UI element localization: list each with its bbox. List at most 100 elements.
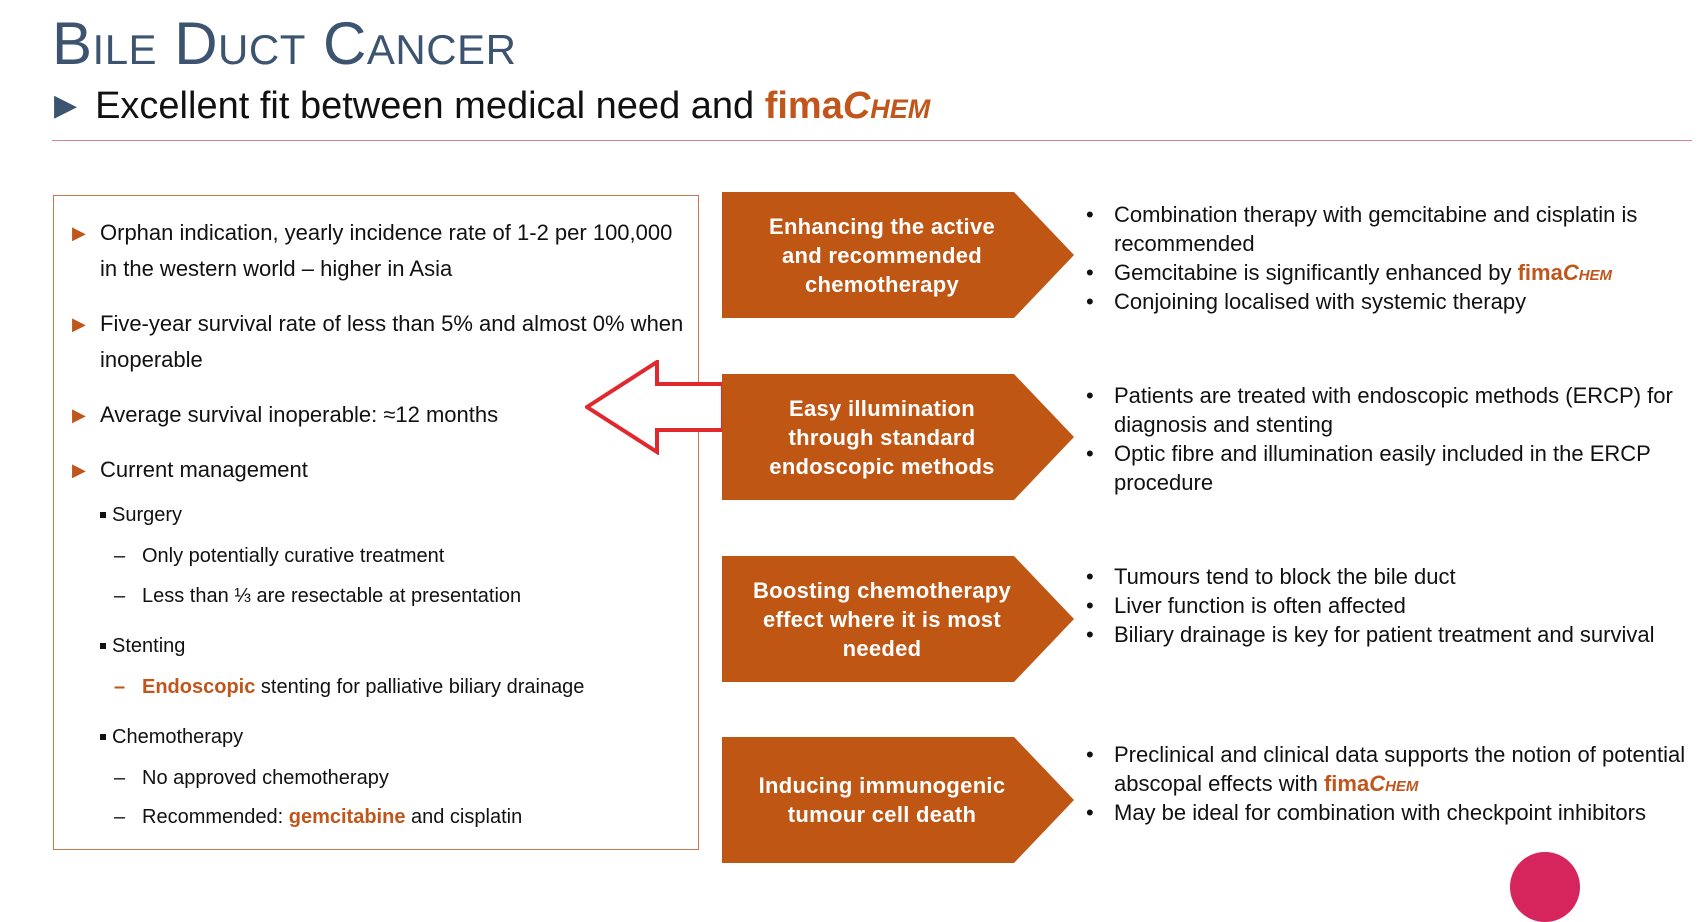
stenting-point: – Endoscopic stenting for palliative bili… [114,676,584,699]
bullet-item: • Tumours tend to block the bile duct [1084,562,1694,591]
dot-bullet-icon: • [1086,383,1094,408]
corner-logo-circle [1510,852,1580,922]
need-item: ▶ Five-year survival rate of less than 5… [72,306,692,378]
bullet-item: • Gemcitabine is significantly enhanced b… [1084,258,1694,287]
brand-chem: Chem [1369,771,1419,796]
surgery-point: – Only potentially curative treatment [114,545,444,568]
bullet-text: May be ideal for combination with checkp… [1114,800,1646,825]
chemotherapy-highlight: gemcitabine [288,806,406,828]
benefit-bullets: • Combination therapy with gemcitabine an… [1084,200,1694,316]
medical-need-panel [53,195,699,850]
square-bullet-icon [100,512,106,518]
dash-bullet-icon: – [114,545,126,567]
chevron-shape-icon [722,374,1074,500]
brand-chem: Chem [1562,260,1613,285]
bullet-text: Conjoining localised with systemic thera… [1114,289,1527,314]
triangle-bullet-icon: ▶ [72,314,86,334]
brand-chem: Chem [842,85,931,127]
need-item-text: Orphan indication, yearly incidence rate… [100,220,673,281]
brand-fima: fima [764,85,843,127]
bullet-text: Optic fibre and illumination easily incl… [1114,441,1651,495]
bullet-text: Preclinical and clinical data supports t… [1114,742,1686,796]
triangle-bullet-icon: ▶ [54,89,78,122]
management-chemotherapy: Chemotherapy [100,726,243,749]
dash-bullet-icon: – [114,585,126,607]
benefit-chevron: Boosting chemotherapy effect where it is… [722,556,1074,682]
page-subtitle: ▶ Excellent fit between medical need and … [54,85,931,128]
need-item: ▶ Current management [72,452,692,488]
dash-bullet-icon: – [114,767,126,789]
benefit-chevron: Inducing immunogenic tumour cell death [722,737,1074,863]
brand-name: fimaChem [765,85,931,127]
brand-fima: fima [1517,260,1563,285]
chemotherapy-point-suffix: and cisplatin [405,806,523,828]
stenting-label: Stenting [112,635,186,657]
dot-bullet-icon: • [1086,260,1094,285]
bullet-text: Patients are treated with endoscopic met… [1114,383,1673,437]
dot-bullet-icon: • [1086,289,1094,314]
subtitle-text: Excellent fit between medical need and [95,85,765,127]
benefit-label: Enhancing the active and recommended che… [768,213,996,297]
benefit-chevron: Easy illumination through standard endos… [722,374,1074,500]
chevron-shape-icon [722,556,1074,682]
need-item: ▶ Average survival inoperable: ≈12 month… [72,397,692,433]
dash-bullet-icon: – [114,676,126,698]
dot-bullet-icon: • [1086,593,1094,618]
bullet-text: Gemcitabine is significantly enhanced by [1114,260,1518,285]
chemotherapy-point-prefix: Recommended: [142,806,289,828]
surgery-point: – Less than ⅓ are resectable at presentat… [114,585,521,608]
triangle-bullet-icon: ▶ [72,405,86,425]
chemotherapy-point: – No approved chemotherapy [114,767,389,790]
bullet-item: • Liver function is often affected [1084,591,1694,620]
benefit-chevron: Enhancing the active and recommended che… [722,192,1074,318]
surgery-point-text: Less than ⅓ are resectable at presentati… [142,585,522,607]
bullet-item: • Optic fibre and illumination easily inc… [1084,439,1694,497]
need-item: ▶ Orphan indication, yearly incidence ra… [72,215,692,287]
dash-bullet-icon: – [114,806,126,828]
dot-bullet-icon: • [1086,800,1094,825]
benefit-label: Inducing immunogenic tumour cell death [758,773,1006,827]
bullet-text: Combination therapy with gemcitabine and… [1114,202,1638,256]
stenting-highlight: Endoscopic [142,676,256,698]
surgery-label: Surgery [112,504,183,526]
bullet-item: • Combination therapy with gemcitabine an… [1084,200,1694,258]
square-bullet-icon [100,734,106,740]
chemotherapy-point: – Recommended: gemcitabine and cisplatin [114,806,522,829]
chemotherapy-label: Chemotherapy [112,726,244,748]
left-arrow-icon [585,360,725,455]
triangle-bullet-icon: ▶ [72,460,86,480]
benefit-label: Boosting chemotherapy effect where it is… [752,577,1012,661]
chemotherapy-point-text: No approved chemotherapy [142,767,389,789]
bullet-text: Biliary drainage is key for patient trea… [1114,622,1655,647]
need-item-text: Five-year survival rate of less than 5% … [100,311,684,372]
bullet-text: Tumours tend to block the bile duct [1114,564,1456,589]
brand-name: fimaChem [1324,771,1418,796]
dot-bullet-icon: • [1086,622,1094,647]
dot-bullet-icon: • [1086,564,1094,589]
benefit-label: Easy illumination through standard endos… [769,395,995,479]
benefit-bullets: • Preclinical and clinical data supports … [1084,740,1694,827]
bullet-item: • Conjoining localised with systemic ther… [1084,287,1694,316]
header-divider [52,140,1692,141]
benefit-bullets: • Tumours tend to block the bile duct • Li… [1084,562,1694,649]
benefit-bullets: • Patients are treated with endoscopic me… [1084,381,1694,497]
brand-fima: fima [1323,771,1370,796]
need-item-text: Average survival inoperable: ≈12 months [100,402,499,427]
stenting-point-text: stenting for palliative biliary drainage [255,676,585,698]
bullet-text: Liver function is often affected [1114,593,1406,618]
need-item-text: Current management [100,457,308,482]
square-bullet-icon [100,643,106,649]
dot-bullet-icon: • [1086,742,1094,767]
management-surgery: Surgery [100,504,182,527]
bullet-item: • May be ideal for combination with check… [1084,798,1694,827]
triangle-bullet-icon: ▶ [72,223,86,243]
bullet-item: • Patients are treated with endoscopic me… [1084,381,1694,439]
surgery-point-text: Only potentially curative treatment [142,545,445,567]
management-stenting: Stenting [100,635,185,658]
dot-bullet-icon: • [1086,202,1094,227]
chevron-shape-icon [722,737,1074,863]
brand-name: fimaChem [1518,260,1612,285]
chevron-shape-icon [722,192,1074,318]
page-title: Bile Duct Cancer [52,10,517,77]
dot-bullet-icon: • [1086,441,1094,466]
